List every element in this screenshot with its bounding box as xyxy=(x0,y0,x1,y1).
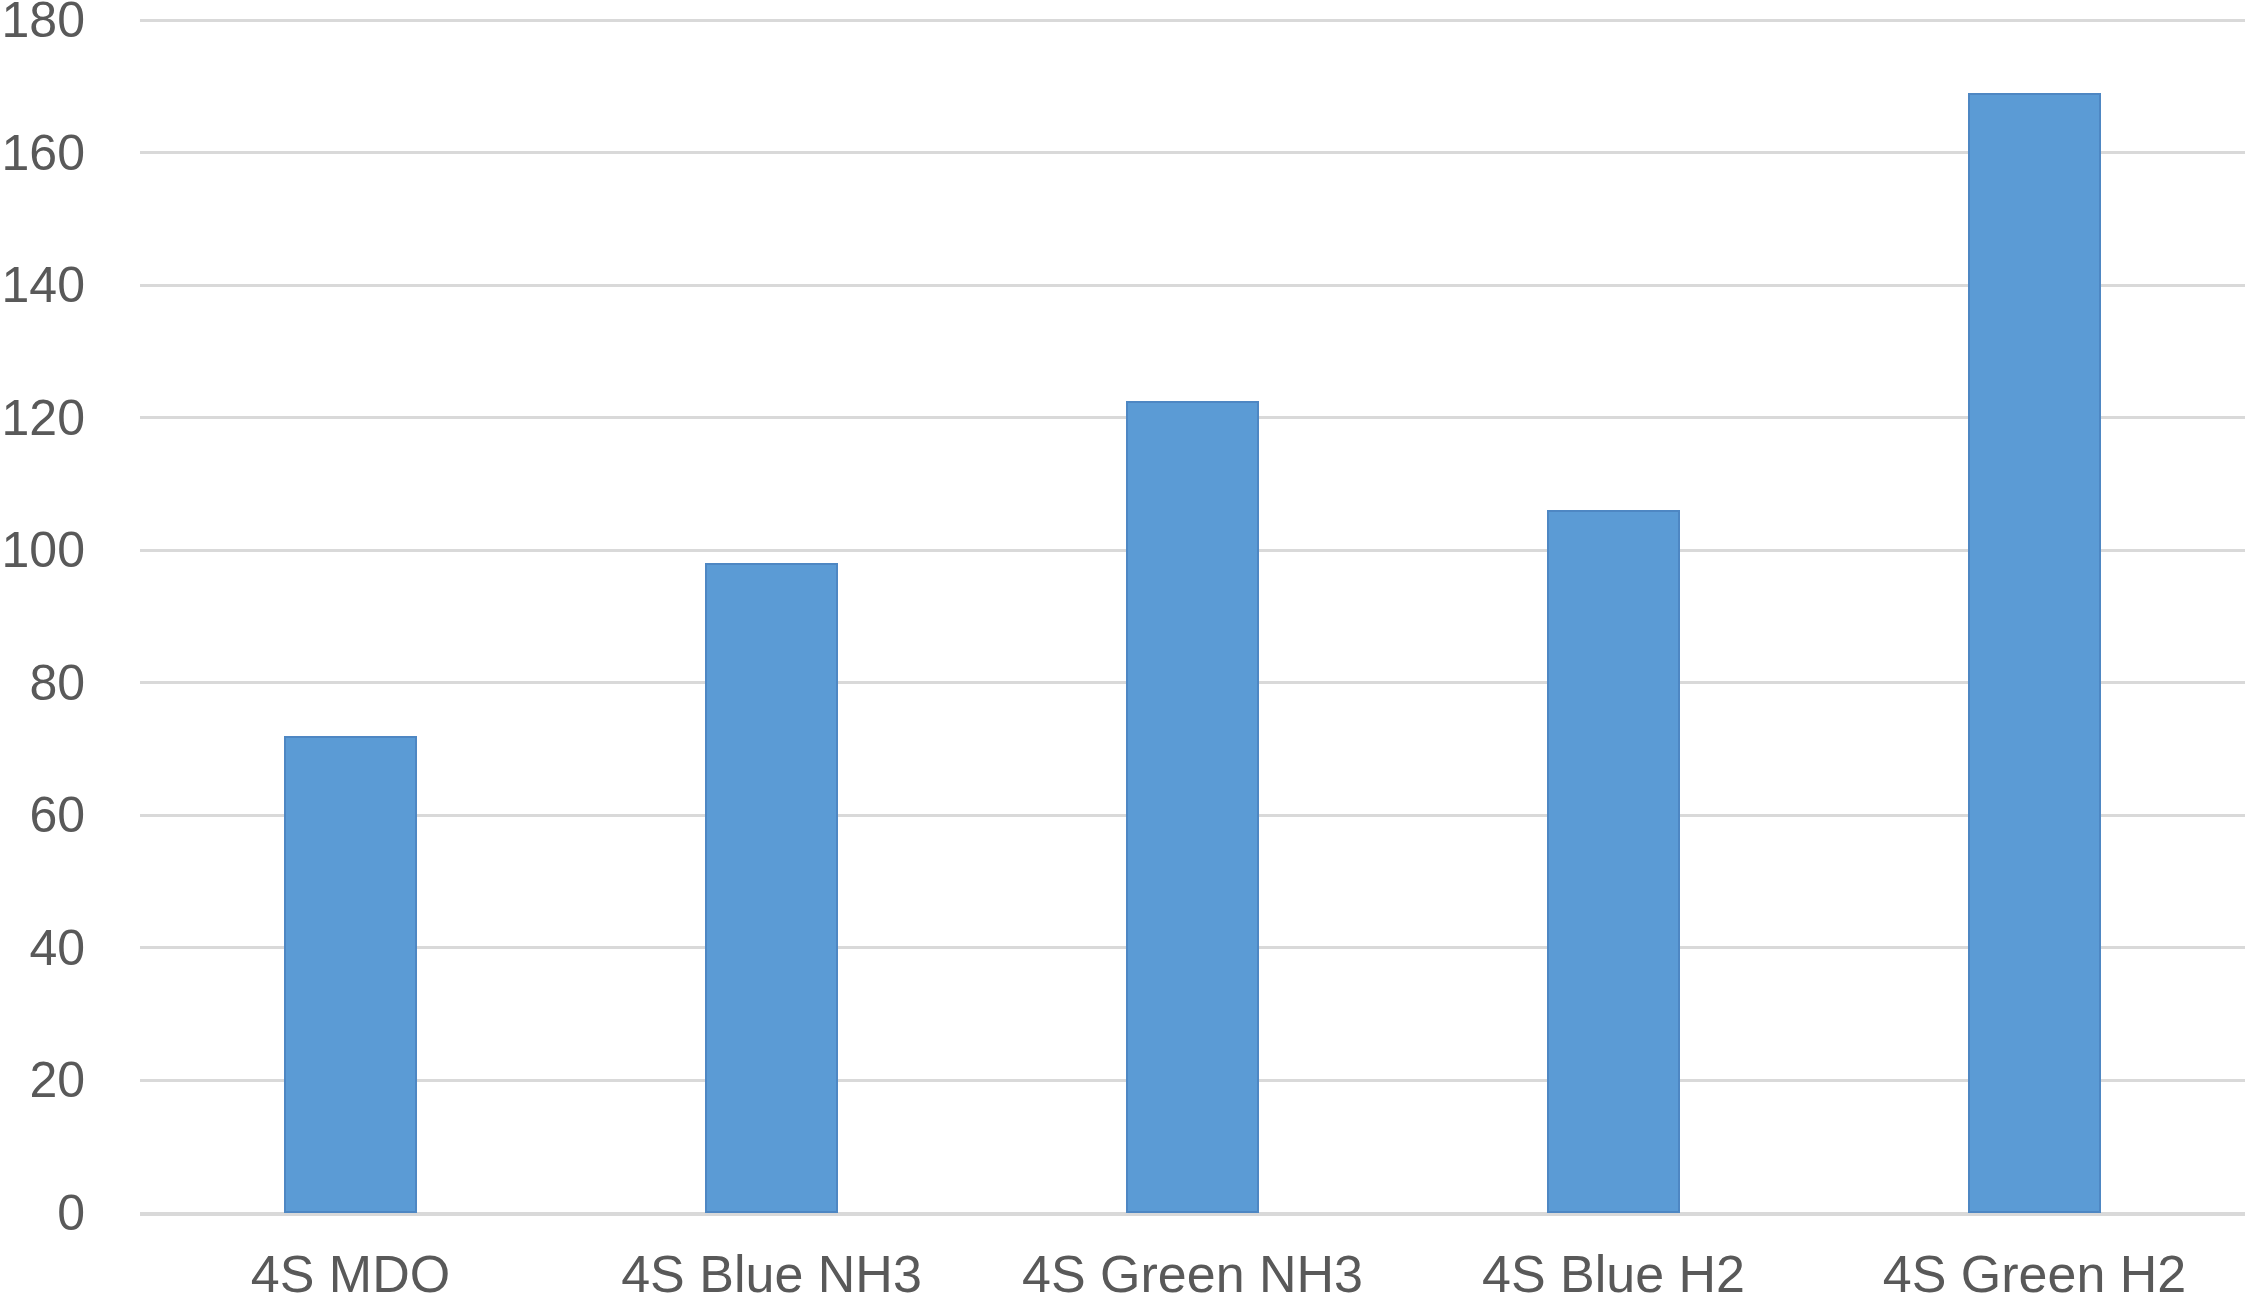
y-tick-label-140: 140 xyxy=(0,260,85,310)
y-tick-label-160: 160 xyxy=(0,128,85,178)
y-tick-label-0: 0 xyxy=(0,1188,85,1238)
gridline-y-140 xyxy=(140,284,2245,287)
x-axis-label-4s-green-nh3: 4S Green NH3 xyxy=(1022,1248,1363,1300)
x-axis-label-4s-green-h2: 4S Green H2 xyxy=(1883,1248,2187,1300)
bar-4s-mdo xyxy=(284,736,417,1213)
bar-4s-green-nh3 xyxy=(1126,401,1259,1213)
bar-4s-blue-nh3 xyxy=(705,563,838,1213)
x-axis-label-4s-blue-nh3: 4S Blue NH3 xyxy=(621,1248,922,1300)
gridline-y-160 xyxy=(140,151,2245,154)
y-tick-label-40: 40 xyxy=(0,923,85,973)
y-tick-label-20: 20 xyxy=(0,1055,85,1105)
y-tick-label-120: 120 xyxy=(0,393,85,443)
x-axis-label-4s-mdo: 4S MDO xyxy=(251,1248,450,1300)
bar-chart: 0 20 40 60 80 100 120 140 160 180 4S MDO 4S Blue NH… xyxy=(0,0,2245,1310)
gridline-y-180 xyxy=(140,19,2245,22)
bar-4s-green-h2 xyxy=(1968,93,2101,1213)
y-tick-label-60: 60 xyxy=(0,790,85,840)
y-tick-label-100: 100 xyxy=(0,525,85,575)
y-tick-label-180: 180 xyxy=(0,0,85,45)
bar-4s-blue-h2 xyxy=(1547,510,1680,1213)
y-tick-label-80: 80 xyxy=(0,658,85,708)
x-axis-label-4s-blue-h2: 4S Blue H2 xyxy=(1482,1248,1745,1300)
